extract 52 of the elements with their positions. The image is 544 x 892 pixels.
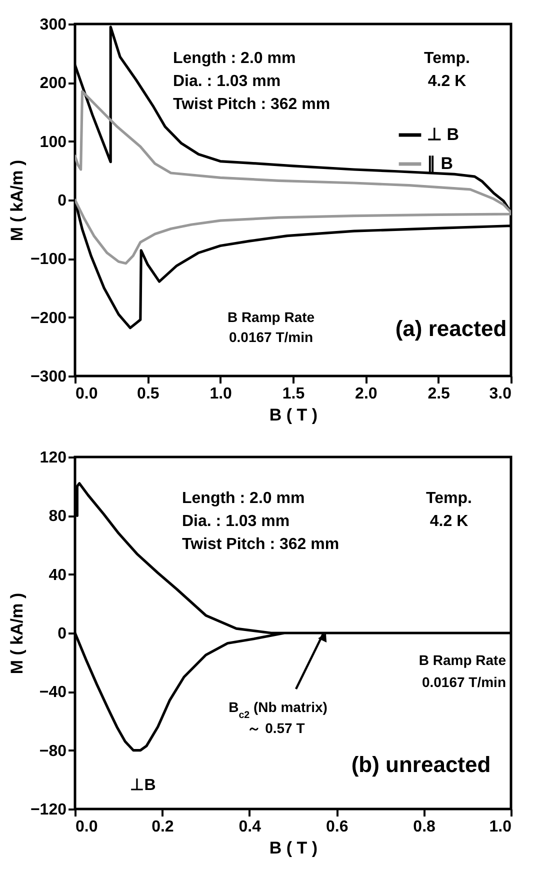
annotation: (b) unreacted [351, 752, 491, 777]
annotation: Twist Pitch : 362 mm [182, 536, 340, 553]
y-tick-label: 0 [58, 192, 67, 210]
y-tick-label: 80 [48, 508, 67, 526]
x-tick-label: 1.0 [210, 386, 232, 402]
x-axis-title: B ( T ) [269, 406, 318, 424]
x-tick-label: 0.8 [413, 818, 436, 836]
annotation: B Ramp Rate [227, 309, 315, 325]
y-tick-label: −80 [39, 742, 67, 760]
x-tick-label: 2.5 [428, 386, 450, 402]
annotation: Temp. [424, 50, 470, 67]
annotation: 0.0167 T/min [422, 674, 506, 690]
annotation: 4.2 K [428, 73, 467, 90]
y-axis-title: M ( kA/m ) [7, 592, 26, 674]
annotation: Length : 2.0 mm [182, 490, 305, 507]
y-tick-label: 300 [40, 16, 67, 34]
x-tick-label: 0.6 [326, 818, 348, 836]
line-series [75, 90, 511, 265]
x-tick-label: 0.4 [238, 818, 262, 836]
x-tick-label: 1.0 [489, 818, 512, 836]
x-tick-label: 0.5 [137, 386, 160, 402]
annotation: ～ 0.57 T [247, 720, 306, 736]
annotation: B Ramp Rate [418, 652, 506, 668]
annotation: 4.2 K [430, 513, 469, 530]
y-tick-label: 200 [40, 75, 67, 92]
annotation: Temp. [426, 490, 472, 507]
annotation: Length : 2.0 mm [173, 50, 296, 67]
y-tick-label: −100 [30, 251, 67, 268]
x-tick-label: 1.5 [282, 386, 305, 402]
y-tick-label: −40 [39, 684, 67, 702]
x-tick-label: 0.0 [76, 818, 98, 836]
y-tick-label: −300 [30, 368, 67, 386]
annotation: B$_{c2}$ (Nb matrix) [228, 699, 328, 720]
annotation: (a) reacted [395, 316, 507, 341]
y-tick-label: 120 [40, 450, 67, 466]
y-axis-title: M ( kA/m ) [7, 160, 26, 242]
y-tick-label: 0 [58, 626, 67, 642]
x-tick-label: 2.0 [355, 386, 378, 402]
annotation: 0.0167 T/min [228, 329, 314, 345]
x-tick-label: 0.0 [76, 386, 98, 402]
y-tick-label: 100 [40, 134, 67, 151]
annotation: Twist Pitch : 362 mm [173, 96, 330, 113]
legend-label: ⊥ B [427, 125, 459, 144]
x-tick-label: 3.0 [489, 386, 512, 402]
y-tick-label: −120 [30, 802, 67, 818]
y-tick-label: 40 [48, 566, 67, 584]
series-label: ⊥B [130, 777, 156, 794]
y-tick-label: −200 [30, 310, 67, 327]
annotation: Dia. : 1.03 mm [173, 73, 281, 90]
x-axis-title: B ( T ) [269, 838, 318, 858]
annotation: Dia. : 1.03 mm [182, 513, 290, 530]
x-tick-label: 0.2 [152, 818, 174, 836]
